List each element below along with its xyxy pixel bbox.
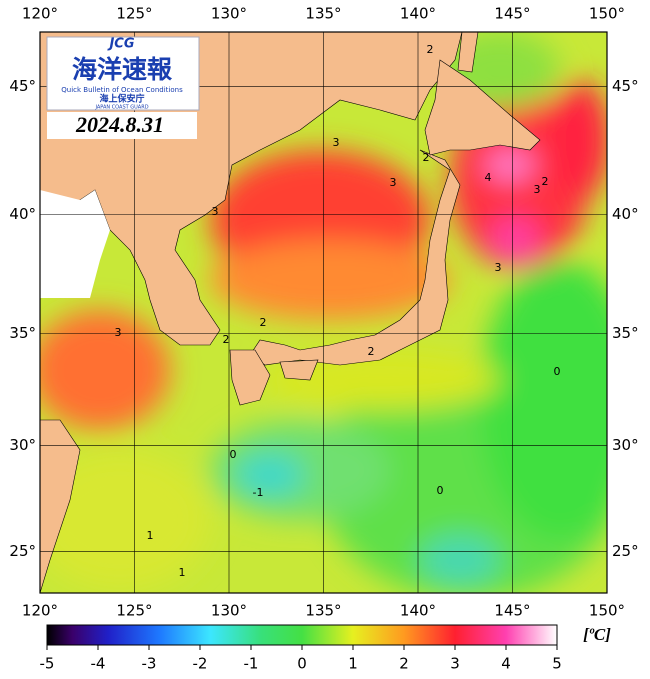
x-tick-label: 140° — [400, 5, 436, 23]
y-tick-label: 35° — [612, 324, 639, 342]
x-tick-label: 125° — [116, 5, 152, 23]
y-tick-label: 40° — [612, 205, 639, 223]
colorbar-tick-label: -3 — [142, 655, 157, 673]
x-tick-label: 130° — [211, 602, 247, 620]
contour-label: 2 — [427, 43, 434, 56]
contour-label: 3 — [390, 176, 397, 189]
contour-label: 3 — [333, 136, 340, 149]
contour-label: 2 — [542, 175, 549, 188]
x-tick-label: 135° — [305, 5, 341, 23]
colorbar-tick-label: 4 — [501, 655, 511, 673]
contour-label: 0 — [437, 484, 444, 497]
contour-label: 3 — [212, 205, 219, 218]
contour-label: 2 — [423, 151, 430, 164]
x-tick-label: 145° — [494, 602, 530, 620]
logo-abbr: JCG — [106, 37, 134, 52]
colorbar-tick-label: -4 — [91, 655, 106, 673]
contour-label: 3 — [115, 326, 122, 339]
logo: JCG 海洋速報 Quick Bulletin of Ocean Conditi… — [46, 36, 200, 139]
x-tick-label: 140° — [400, 602, 436, 620]
contour-label: 0 — [554, 365, 561, 378]
logo-agency: 海上保安庁 — [99, 93, 144, 105]
map-frame — [39, 31, 608, 594]
x-tick-label: 125° — [116, 602, 152, 620]
colorbar-tick-label: -1 — [244, 655, 259, 673]
date: 2024.8.31 — [75, 112, 164, 137]
colorbar-tick-label: 3 — [450, 655, 460, 673]
x-tick-label: 150° — [589, 602, 625, 620]
y-tick-label: 30° — [9, 436, 36, 454]
contour-label: 4 — [485, 171, 492, 184]
y-tick-label: 40° — [9, 205, 36, 223]
y-tick-label: 25° — [612, 542, 639, 560]
contour-label: 0 — [230, 448, 237, 461]
contour-label: 2 — [260, 316, 267, 329]
date-box — [47, 112, 197, 139]
y-tick-label: 30° — [612, 436, 639, 454]
y-tick-label: 35° — [9, 324, 36, 342]
y-tick-label: 45° — [612, 77, 639, 95]
x-tick-label: 130° — [211, 5, 247, 23]
colorbar-tick-label: -5 — [40, 655, 55, 673]
x-tick-label: 135° — [305, 602, 341, 620]
colorbar-unit: [ºC] — [583, 625, 611, 644]
logo-box — [46, 36, 200, 111]
colorbar-tick-label: 1 — [348, 655, 358, 673]
colorbar — [46, 624, 558, 646]
contour-label: 3 — [534, 183, 541, 196]
logo-agency-en: JAPAN COAST GUARD — [94, 105, 148, 111]
x-tick-label: 120° — [22, 5, 58, 23]
contour-label: 2 — [368, 345, 375, 358]
y-tick-label: 45° — [9, 77, 36, 95]
colorbar-tick-label: 2 — [399, 655, 409, 673]
contour-label: 3 — [495, 261, 502, 274]
contour-label: -1 — [253, 486, 264, 499]
colorbar-tick-label: 5 — [552, 655, 562, 673]
x-tick-label: 120° — [22, 602, 58, 620]
x-tick-label: 150° — [589, 5, 625, 23]
contour-label: 1 — [179, 566, 186, 579]
contour-label: 2 — [223, 333, 230, 346]
colorbar-tick-label: 0 — [297, 655, 307, 673]
colorbar-tick-label: -2 — [193, 655, 208, 673]
x-tick-label: 145° — [494, 5, 530, 23]
y-tick-label: 25° — [9, 542, 36, 560]
contour-label: 1 — [147, 529, 154, 542]
logo-title: 海洋速報 — [72, 55, 173, 84]
logo-subtitle: Quick Bulletin of Ocean Conditions — [61, 86, 183, 94]
